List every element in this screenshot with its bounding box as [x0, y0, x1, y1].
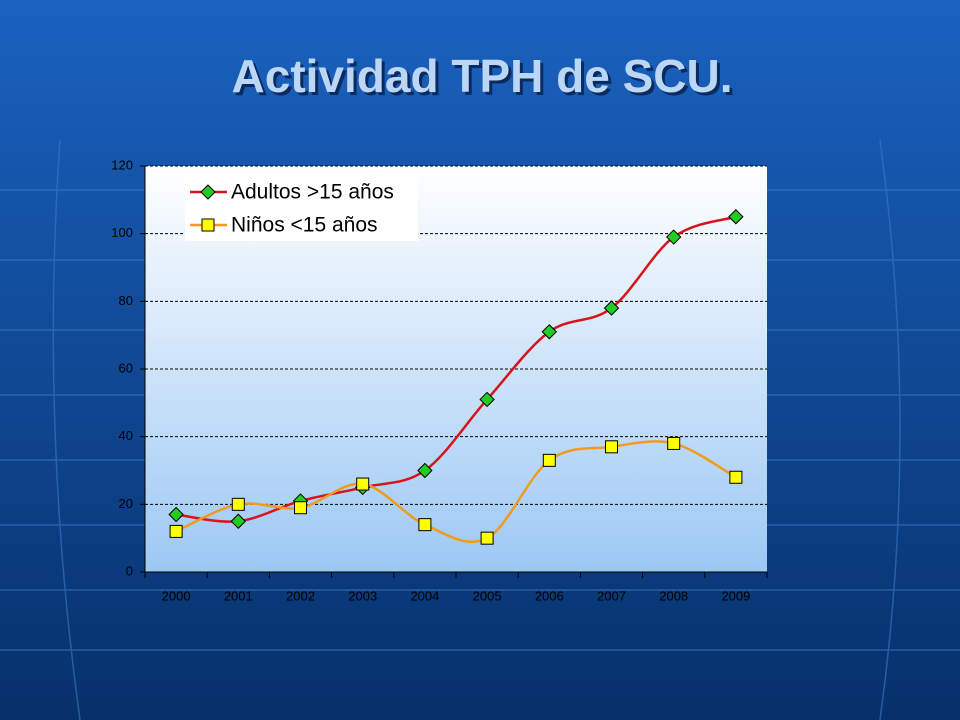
- data-point: [479, 391, 495, 408]
- x-tick-label: 2002: [286, 588, 315, 603]
- x-tick-label: 2001: [224, 588, 253, 603]
- data-point: [603, 300, 620, 316]
- data-point: [605, 440, 618, 454]
- series-line: [175, 440, 737, 544]
- title-shadow: Actividad TPH de SCU.: [235, 53, 736, 105]
- legend-label: Niños <15 años: [231, 214, 378, 237]
- y-tick-label: 120: [111, 157, 133, 172]
- x-tick-label: 2006: [535, 588, 564, 603]
- x-tick-label: 2009: [721, 588, 750, 603]
- y-tick-label: 60: [119, 360, 133, 375]
- legend-marker: [201, 218, 215, 232]
- x-tick-label: 2000: [162, 588, 191, 603]
- series-line: [175, 215, 737, 523]
- data-point: [168, 506, 184, 523]
- data-point: [417, 462, 433, 479]
- y-tick-label: 80: [119, 293, 133, 308]
- data-point: [294, 501, 307, 515]
- y-tick-label: 40: [119, 428, 133, 443]
- y-tick-label: 20: [119, 496, 133, 511]
- data-point: [665, 229, 682, 245]
- data-point: [480, 531, 494, 545]
- data-point: [729, 470, 743, 484]
- legend-box: [185, 175, 418, 241]
- y-tick-label: 100: [111, 225, 133, 240]
- x-tick-label: 2004: [410, 588, 439, 603]
- data-point: [541, 324, 558, 340]
- data-point: [230, 513, 247, 529]
- chart-title: Actividad TPH de SCU.: [232, 50, 733, 102]
- data-point: [356, 477, 370, 491]
- y-tick-label: 0: [126, 563, 133, 578]
- data-point: [418, 518, 432, 532]
- legend-label: Adultos >15 años: [231, 181, 394, 204]
- legend-marker: [200, 184, 216, 200]
- data-point: [231, 497, 245, 511]
- data-point: [667, 436, 681, 450]
- data-point: [728, 209, 744, 225]
- x-tick-label: 2005: [473, 588, 502, 603]
- x-tick-label: 2003: [348, 588, 377, 603]
- x-tick-label: 2007: [597, 588, 626, 603]
- data-point: [542, 453, 556, 467]
- x-tick-label: 2008: [659, 588, 688, 603]
- data-point: [169, 524, 183, 538]
